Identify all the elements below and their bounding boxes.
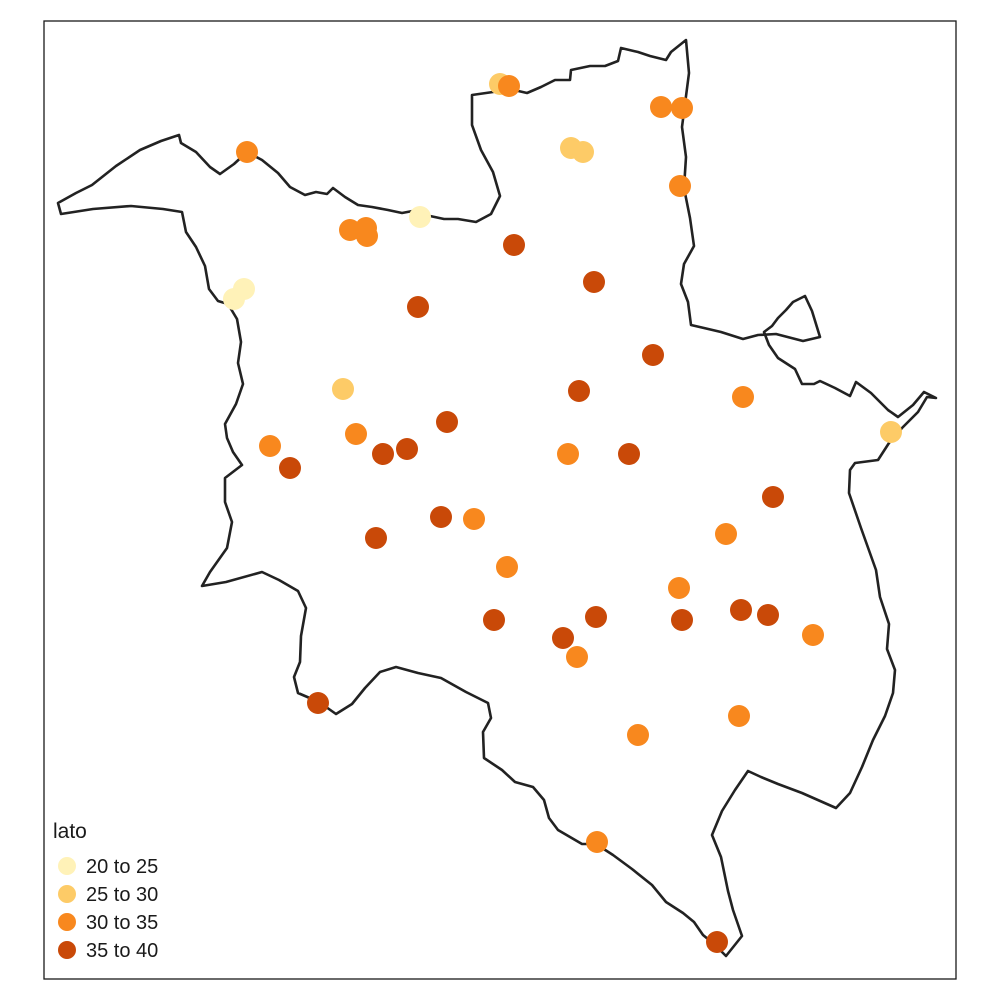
map-frame-border <box>43 20 957 980</box>
map-point <box>409 206 431 228</box>
map-point <box>496 556 518 578</box>
map-point <box>365 527 387 549</box>
map-point <box>430 506 452 528</box>
map-point <box>802 624 824 646</box>
map-point <box>223 288 245 310</box>
map-point <box>583 271 605 293</box>
legend-title: lato <box>53 820 87 843</box>
map-point <box>757 604 779 626</box>
map-point <box>618 443 640 465</box>
map-point <box>236 141 258 163</box>
map-point <box>557 443 579 465</box>
legend-label-3: 30 to 35 <box>86 912 158 934</box>
region-boundary <box>56 38 938 958</box>
map-point <box>339 219 361 241</box>
map-point <box>671 97 693 119</box>
legend-label-2: 25 to 30 <box>86 884 158 906</box>
legend-swatch-4 <box>58 941 76 959</box>
map-point <box>356 225 378 247</box>
map-point <box>552 627 574 649</box>
map-point <box>572 141 594 163</box>
map-point <box>396 438 418 460</box>
map-point <box>668 577 690 599</box>
map-point <box>880 421 902 443</box>
map-point <box>568 380 590 402</box>
map-point <box>585 606 607 628</box>
map-point <box>259 435 281 457</box>
map-point <box>762 486 784 508</box>
legend: lato 20 to 25 25 to 30 30 to 35 35 to 40 <box>53 820 158 962</box>
legend-label-4: 35 to 40 <box>86 940 158 962</box>
map-point <box>706 931 728 953</box>
legend-label-1: 20 to 25 <box>86 856 158 878</box>
map-point <box>332 378 354 400</box>
legend-swatch-1 <box>58 857 76 875</box>
map-point <box>436 411 458 433</box>
map-point <box>715 523 737 545</box>
map-point <box>463 508 485 530</box>
map-point <box>483 609 505 631</box>
map-point <box>627 724 649 746</box>
map-point <box>372 443 394 465</box>
points-layer <box>223 73 902 953</box>
map-point <box>671 609 693 631</box>
map-point <box>407 296 429 318</box>
map-point <box>503 234 525 256</box>
legend-swatch-2 <box>58 885 76 903</box>
map-point <box>730 599 752 621</box>
map-point <box>345 423 367 445</box>
legend-swatch-3 <box>58 913 76 931</box>
map-point <box>669 175 691 197</box>
map-point <box>307 692 329 714</box>
map-point <box>650 96 672 118</box>
map-point <box>728 705 750 727</box>
map-point <box>279 457 301 479</box>
map-point <box>642 344 664 366</box>
map-point <box>732 386 754 408</box>
map-point <box>566 646 588 668</box>
map-point <box>586 831 608 853</box>
map-point <box>498 75 520 97</box>
